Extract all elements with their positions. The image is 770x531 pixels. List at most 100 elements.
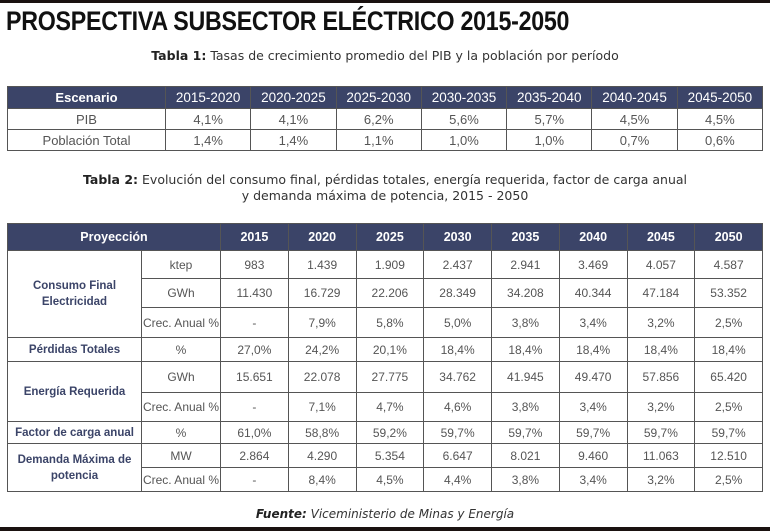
table1-caption-text: Tasas de crecimiento promedio del PIB y … [206, 48, 619, 63]
unit-cell: GWh [141, 278, 221, 308]
table2-caption: Tabla 2: Evolución del consumo final, pé… [0, 172, 770, 204]
value-cell: 65.420 [694, 361, 763, 393]
value-cell: 40.344 [558, 278, 628, 308]
table1-header-cell: 2015-2020 [164, 86, 252, 109]
value-cell: 9.460 [558, 443, 628, 468]
value-cell: 4,1% [164, 108, 252, 130]
table2-header-row: Proyección 2015 2020 2025 2030 2035 2040 2045 2… [7, 223, 763, 251]
value-cell: 59,7% [423, 421, 492, 444]
unit-cell: Crec. Anual % [141, 467, 221, 492]
value-cell: 0,6% [676, 129, 764, 151]
value-cell: 24,2% [287, 337, 357, 362]
value-cell: 15.651 [220, 361, 289, 393]
table2-row: Consumo Final Electricidad ktep 983 1.439 1.… [7, 250, 763, 338]
value-cell: 2.864 [220, 443, 289, 468]
value-cell: 61,0% [220, 421, 289, 444]
value-cell: 11.430 [220, 278, 289, 308]
value-cell: 2,5% [694, 467, 763, 492]
group-label: Demanda Máxima de potencia [7, 443, 142, 492]
value-cell: - [220, 307, 289, 338]
table1-header-cell: Escenario [7, 86, 166, 109]
year-header-cell: 2025 [355, 223, 425, 251]
value-cell: 3,8% [491, 307, 560, 338]
value-cell: 27,0% [220, 337, 289, 362]
year-header-cell: 2030 [423, 223, 492, 251]
value-cell: 4,5% [355, 467, 425, 492]
value-cell: 3,4% [558, 307, 628, 338]
source-text: Viceministerio de Minas y Energía [306, 507, 515, 521]
value-cell: 6.647 [423, 443, 492, 468]
group-label: Pérdidas Totales [7, 337, 142, 362]
value-cell: 11.063 [626, 443, 696, 468]
table2-row: Pérdidas Totales% 27,0% 24,2% 20,1% 18,4% 18,… [7, 337, 763, 362]
source-label: Fuente: [255, 507, 307, 521]
value-cell: 57.856 [626, 361, 696, 393]
table2-row: Crec. Anual % -8,4% 4,5% 4,4% 3,8% 3,4% 3,2% 2,… [8, 467, 763, 492]
value-cell: 18,4% [694, 337, 763, 362]
value-cell: 47.184 [626, 278, 696, 308]
table1-row: PIB 4,1% 4,1% 6,2% 5,6% 5,7% 4,5% 4,5% [7, 108, 764, 130]
year-header-cell: 2035 [491, 223, 560, 251]
value-cell: 1.439 [287, 250, 357, 279]
value-cell: 983 [220, 250, 289, 279]
table1-header-cell: 2040-2045 [591, 86, 678, 109]
value-cell: 18,4% [558, 337, 628, 362]
group-label: Energía Requerida [7, 361, 142, 422]
year-header-cell: 2015 [220, 223, 289, 251]
year-header-cell: 2020 [287, 223, 357, 251]
table2-row: GWh 11.430 16.729 22.206 28.349 34.208 40.344 4… [8, 278, 763, 308]
value-cell: 3,2% [626, 307, 696, 338]
table1-caption: Tabla 1: Tasas de crecimiento promedio d… [0, 48, 770, 64]
unit-cell: % [141, 337, 221, 362]
value-cell: 7,9% [287, 307, 357, 338]
value-cell: 4,4% [423, 467, 492, 492]
value-cell: 59,7% [558, 421, 628, 444]
value-cell: 16.729 [287, 278, 357, 308]
table1-header-cell: 2045-2050 [676, 86, 764, 109]
value-cell: 27.775 [355, 361, 425, 393]
value-cell: 3,4% [558, 467, 628, 492]
value-cell: 2.437 [423, 250, 492, 279]
value-cell: 8,4% [287, 467, 357, 492]
table2-row: Energía Requerida GWh 15.651 22.078 27.775 34… [7, 361, 763, 422]
table1-header-cell: 2025-2030 [335, 86, 422, 109]
value-cell: 5,6% [420, 108, 508, 130]
unit-cell: Crec. Anual % [141, 392, 221, 422]
table2-row: Factor de carga anual% 61,0% 58,8% 59,2% 59,… [7, 421, 763, 444]
value-cell: 1,4% [164, 129, 252, 151]
value-cell: 41.945 [491, 361, 560, 393]
value-cell: 53.352 [694, 278, 763, 308]
group-label: Consumo Final Electricidad [7, 250, 142, 338]
table2-header-cell: Proyección [7, 223, 221, 251]
value-cell: 12.510 [694, 443, 763, 468]
value-cell: 34.208 [491, 278, 560, 308]
value-cell: 2.941 [491, 250, 560, 279]
value-cell: 4,7% [355, 392, 425, 422]
value-cell: 3.469 [558, 250, 628, 279]
bottom-border-bar [0, 527, 770, 531]
unit-cell: % [141, 421, 221, 444]
value-cell: - [220, 467, 289, 492]
value-cell: 58,8% [287, 421, 357, 444]
top-border-bar [0, 0, 770, 3]
value-cell: 28.349 [423, 278, 492, 308]
projection-table: Proyección 2015 2020 2025 2030 2035 2040 2045 2… [7, 223, 763, 492]
value-cell: 4,5% [591, 108, 678, 130]
value-cell: 20,1% [355, 337, 425, 362]
table1-header-cell: 2035-2040 [506, 86, 593, 109]
value-cell: 1,4% [250, 129, 337, 151]
unit-cell: GWh [141, 361, 221, 393]
value-cell: 0,7% [591, 129, 678, 151]
table2-caption-text-line2: y demanda máxima de potencia, 2015 - 205… [241, 188, 529, 203]
table2-caption-label: Tabla 2: [82, 172, 139, 187]
table1-row: Población Total 1,4% 1,4% 1,1% 1,0% 1,0% 0,7% 0… [7, 129, 764, 151]
value-cell: 3,4% [558, 392, 628, 422]
value-cell: 4.290 [287, 443, 357, 468]
value-cell: 1,1% [335, 129, 422, 151]
value-cell: - [220, 392, 289, 422]
year-header-cell: 2040 [558, 223, 628, 251]
unit-cell: MW [141, 443, 221, 468]
value-cell: 4,1% [250, 108, 337, 130]
table2-caption-text: Evolución del consumo final, pérdidas to… [138, 172, 688, 187]
value-cell: 59,7% [491, 421, 560, 444]
